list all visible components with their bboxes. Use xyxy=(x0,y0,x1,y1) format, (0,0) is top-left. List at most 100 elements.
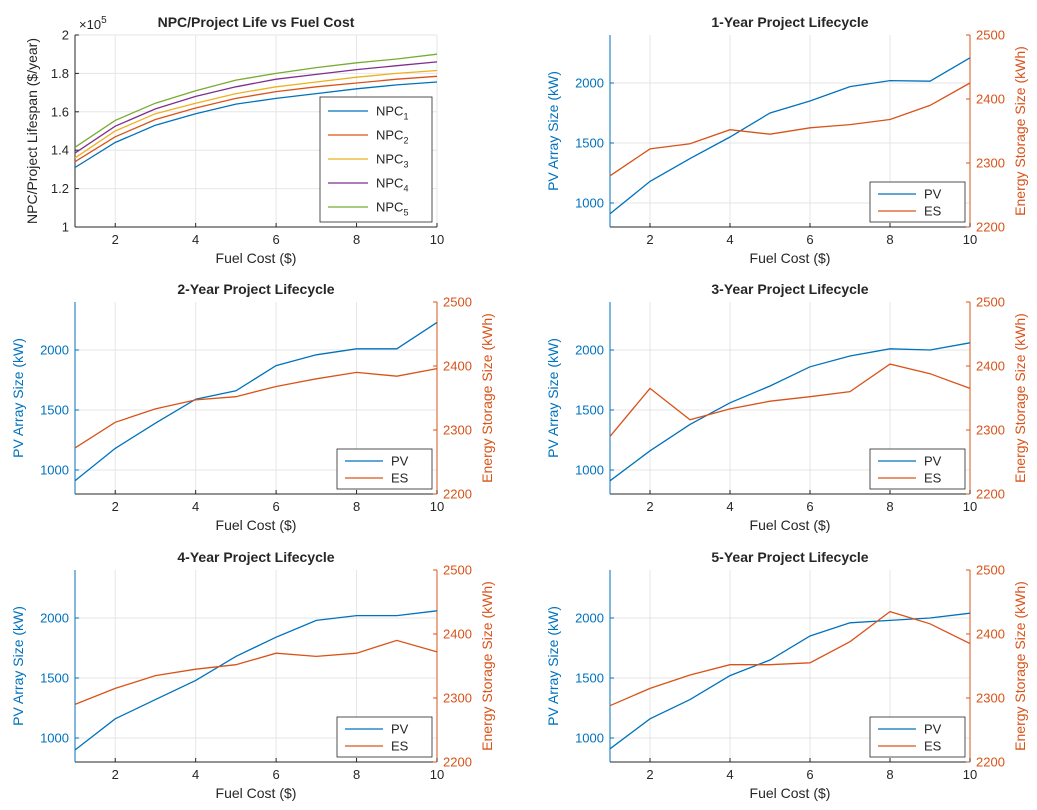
legend-box xyxy=(869,448,966,490)
y-tick-label: 1000 xyxy=(40,463,69,478)
legend-label: ES xyxy=(924,739,942,754)
y-right-tick-label: 2200 xyxy=(443,487,472,502)
x-tick-label: 10 xyxy=(430,767,444,782)
x-axis-label: Fuel Cost ($) xyxy=(216,517,297,533)
x-tick-label: 8 xyxy=(353,767,360,782)
legend-label: PV xyxy=(924,187,942,202)
y-tick-label: 2000 xyxy=(575,343,604,358)
y-axis-label-right: Energy Storage Size (kWh) xyxy=(1012,581,1028,751)
y-tick-label: 2 xyxy=(62,28,69,43)
chart-4: 2 4 6 8 10 1000 1500 2000 2200 2300 2400 2500 3-Year… xyxy=(545,281,1028,533)
y-tick-label: 1 xyxy=(62,220,69,235)
x-tick-label: 4 xyxy=(726,499,733,514)
chart-2: 2 4 6 8 10 1000 1500 2000 2200 2300 2400 2500 1-Year… xyxy=(545,14,1028,266)
chart-5: 2 4 6 8 10 1000 1500 2000 2200 2300 2400 2500 4-Year… xyxy=(10,549,495,801)
y-right-tick-label: 2200 xyxy=(976,755,1005,770)
x-axis-label: Fuel Cost ($) xyxy=(750,785,831,801)
legend-box xyxy=(869,716,966,758)
y-right-tick-label: 2200 xyxy=(976,487,1005,502)
x-axis-label: Fuel Cost ($) xyxy=(750,250,831,266)
x-tick-label: 10 xyxy=(430,499,444,514)
legend-label: ES xyxy=(924,204,942,219)
y-right-tick-label: 2300 xyxy=(976,691,1005,706)
y-right-tick-label: 2500 xyxy=(443,563,472,578)
x-tick-label: 4 xyxy=(192,499,199,514)
legend-label: PV xyxy=(391,722,409,737)
x-tick-label: 6 xyxy=(272,767,279,782)
y-tick-label: 1000 xyxy=(575,463,604,478)
y-tick-label: 1.8 xyxy=(51,66,69,81)
legend-label: NPC5 xyxy=(376,200,408,218)
legend: PV ES xyxy=(336,716,433,758)
series-line-es xyxy=(74,367,438,449)
x-tick-label: 6 xyxy=(272,499,279,514)
y-right-tick-label: 2300 xyxy=(443,423,472,438)
legend-label: NPC4 xyxy=(376,176,408,194)
series-line-pv xyxy=(74,610,438,751)
y-axis-label-right: Energy Storage Size (kWh) xyxy=(1012,313,1028,483)
series-line-npc5 xyxy=(74,53,438,148)
series-line-es xyxy=(609,363,971,437)
x-axis-label: Fuel Cost ($) xyxy=(216,785,297,801)
x-tick-label: 8 xyxy=(886,232,893,247)
chart-title: 4-Year Project Lifecycle xyxy=(177,549,334,565)
legend: PV ES xyxy=(869,448,966,490)
series-line-es xyxy=(609,610,971,707)
legend: PV ES xyxy=(869,181,966,223)
y-right-tick-label: 2400 xyxy=(976,359,1005,374)
chart-title: 5-Year Project Lifecycle xyxy=(711,549,868,565)
y-right-tick-label: 2200 xyxy=(976,220,1005,235)
legend-box xyxy=(336,716,433,758)
x-axis-label: Fuel Cost ($) xyxy=(750,517,831,533)
x-tick-label: 4 xyxy=(192,767,199,782)
x-tick-label: 4 xyxy=(726,767,733,782)
x-tick-label: 8 xyxy=(886,767,893,782)
series-line-pv xyxy=(74,321,438,482)
y-right-tick-label: 2500 xyxy=(976,295,1005,310)
x-tick-label: 2 xyxy=(112,767,119,782)
y-right-tick-label: 2500 xyxy=(443,295,472,310)
x-tick-label: 10 xyxy=(963,767,977,782)
x-tick-label: 8 xyxy=(353,232,360,247)
legend-label: NPC3 xyxy=(376,152,408,170)
y-axis-label-right: Energy Storage Size (kWh) xyxy=(1012,46,1028,216)
legend-label: PV xyxy=(391,454,409,469)
series-line-pv xyxy=(609,342,971,482)
y-axis-label: NPC/Project Lifespan ($/year) xyxy=(24,38,40,224)
y-tick-label: 1000 xyxy=(575,731,604,746)
x-tick-label: 2 xyxy=(646,232,653,247)
chart-title: 1-Year Project Lifecycle xyxy=(711,14,868,30)
y-right-tick-label: 2400 xyxy=(976,92,1005,107)
y-axis-label-left: PV Array Size (kW) xyxy=(545,606,561,726)
legend: PV ES xyxy=(336,448,433,490)
y-axis-label-right: Energy Storage Size (kWh) xyxy=(479,313,495,483)
series-line-npc3 xyxy=(74,69,438,159)
legend-label: NPC2 xyxy=(376,128,408,146)
y-tick-label: 1.6 xyxy=(51,104,69,119)
y-tick-label: 1500 xyxy=(575,136,604,151)
series-line-pv xyxy=(609,612,971,750)
series-line-es xyxy=(74,639,438,706)
y-axis-label-right: Energy Storage Size (kWh) xyxy=(479,581,495,751)
x-axis-label: Fuel Cost ($) xyxy=(216,250,297,266)
chart-6: 2 4 6 8 10 1000 1500 2000 2200 2300 2400 2500 5-Year… xyxy=(545,549,1028,801)
y-exponent-label: ×105 xyxy=(79,15,107,32)
x-tick-label: 10 xyxy=(430,232,444,247)
legend-box xyxy=(869,181,966,223)
legend-label: PV xyxy=(924,722,942,737)
y-tick-label: 1.2 xyxy=(51,181,69,196)
x-tick-label: 6 xyxy=(806,499,813,514)
y-tick-label: 1000 xyxy=(575,196,604,211)
x-tick-label: 2 xyxy=(112,232,119,247)
y-right-tick-label: 2400 xyxy=(443,359,472,374)
x-tick-label: 6 xyxy=(272,232,279,247)
y-axis-label-left: PV Array Size (kW) xyxy=(545,338,561,458)
x-tick-label: 4 xyxy=(192,232,199,247)
y-tick-label: 1500 xyxy=(40,671,69,686)
chart-title: NPC/Project Life vs Fuel Cost xyxy=(158,14,355,30)
x-tick-label: 6 xyxy=(806,767,813,782)
y-axis-label-left: PV Array Size (kW) xyxy=(10,606,26,726)
y-right-tick-label: 2300 xyxy=(443,691,472,706)
x-tick-label: 8 xyxy=(886,499,893,514)
